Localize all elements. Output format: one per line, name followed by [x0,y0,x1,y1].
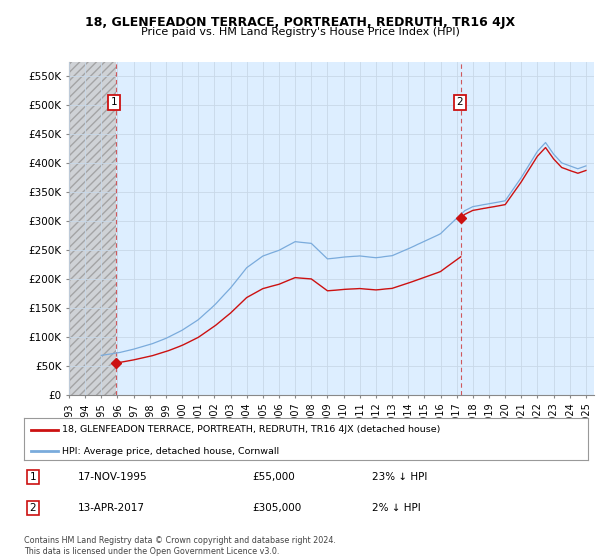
Text: 18, GLENFEADON TERRACE, PORTREATH, REDRUTH, TR16 4JX (detached house): 18, GLENFEADON TERRACE, PORTREATH, REDRU… [62,425,441,434]
Text: 2: 2 [456,97,463,107]
Text: 2: 2 [29,503,37,513]
Text: 23% ↓ HPI: 23% ↓ HPI [372,472,427,482]
Text: 18, GLENFEADON TERRACE, PORTREATH, REDRUTH, TR16 4JX: 18, GLENFEADON TERRACE, PORTREATH, REDRU… [85,16,515,29]
Text: 13-APR-2017: 13-APR-2017 [78,503,145,513]
Text: 2% ↓ HPI: 2% ↓ HPI [372,503,421,513]
Text: £55,000: £55,000 [252,472,295,482]
Text: Contains HM Land Registry data © Crown copyright and database right 2024.
This d: Contains HM Land Registry data © Crown c… [24,536,336,556]
Text: 17-NOV-1995: 17-NOV-1995 [78,472,148,482]
Text: £305,000: £305,000 [252,503,301,513]
Text: Price paid vs. HM Land Registry's House Price Index (HPI): Price paid vs. HM Land Registry's House … [140,27,460,38]
Text: 1: 1 [110,97,117,107]
Text: 1: 1 [29,472,37,482]
Text: HPI: Average price, detached house, Cornwall: HPI: Average price, detached house, Corn… [62,446,280,456]
